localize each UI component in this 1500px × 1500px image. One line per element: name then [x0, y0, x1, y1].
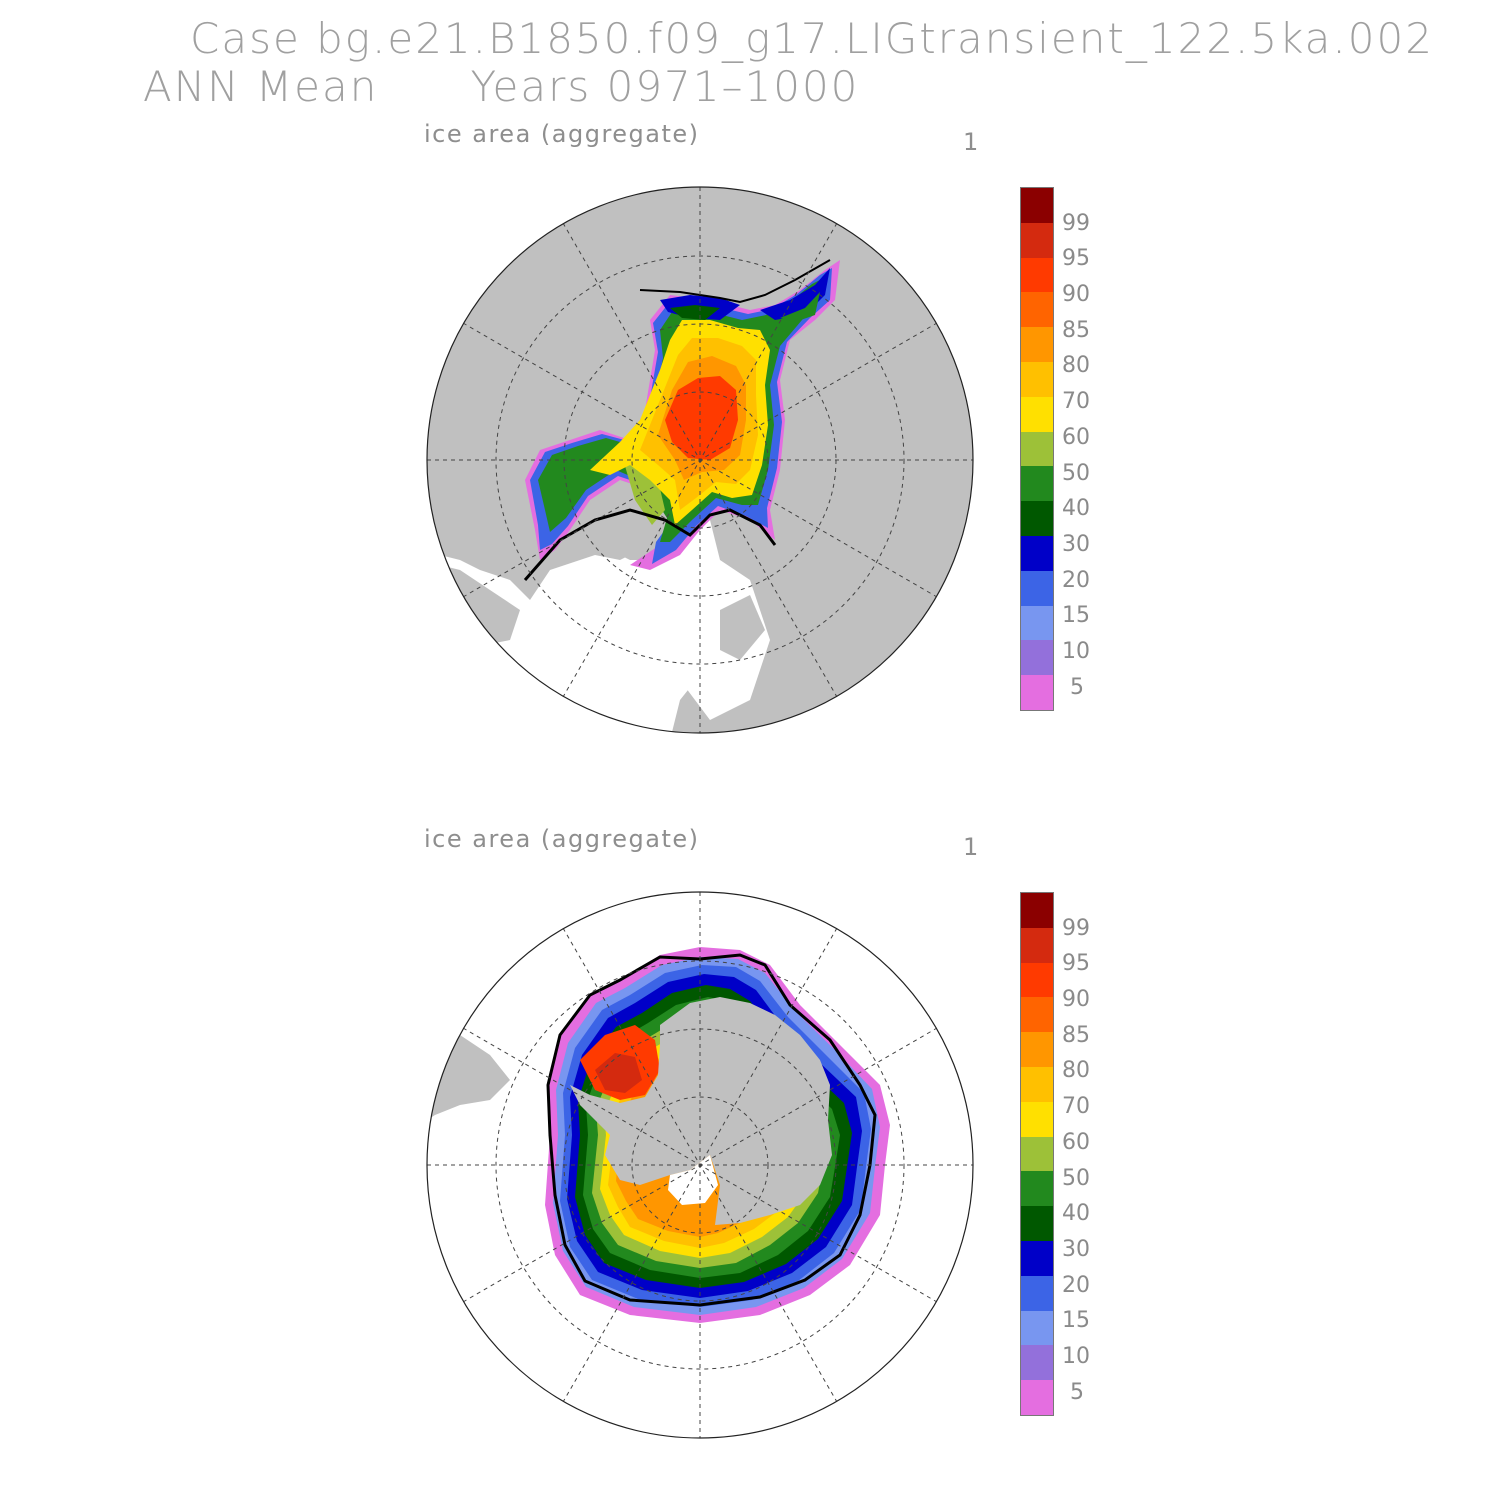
colorbar-swatch — [1021, 1310, 1053, 1346]
colorbar-label: 10 — [1062, 1344, 1090, 1369]
colorbar-swatch — [1021, 431, 1053, 467]
colorbar-swatch — [1021, 893, 1053, 928]
colorbar-swatch — [1021, 327, 1053, 362]
south-panel-number: 1 — [963, 833, 979, 861]
colorbar-swatch — [1021, 675, 1053, 710]
colorbar-swatch — [1021, 997, 1053, 1033]
colorbar-label: 90 — [1062, 282, 1090, 307]
antarctica — [570, 997, 832, 1225]
south-polar-map — [426, 891, 974, 1439]
colorbar-swatch — [1021, 361, 1053, 397]
colorbar-swatch — [1021, 1101, 1053, 1137]
colorbar-label: 50 — [1062, 1166, 1090, 1191]
colorbar-label: 99 — [1062, 211, 1090, 236]
colorbar-swatch — [1021, 605, 1053, 641]
colorbar-swatch — [1021, 1171, 1053, 1207]
colorbar-swatch — [1021, 501, 1053, 536]
colorbar-swatch — [1021, 640, 1053, 676]
colorbar-swatch — [1021, 962, 1053, 998]
colorbar-label: 15 — [1062, 603, 1090, 628]
colorbar-swatch — [1021, 1345, 1053, 1381]
colorbar-swatch — [1021, 257, 1053, 293]
colorbar-swatch — [1021, 1136, 1053, 1172]
colorbar-label: 20 — [1062, 1273, 1090, 1298]
colorbar-swatch — [1021, 1206, 1053, 1241]
colorbar-label: 80 — [1062, 1058, 1090, 1083]
colorbar-label: 85 — [1062, 318, 1090, 343]
colorbar-label: 70 — [1062, 389, 1090, 414]
south-panel-title: ice area (aggregate) — [424, 825, 700, 853]
colorbar-label: 95 — [1062, 246, 1090, 271]
colorbar-label: 99 — [1062, 916, 1090, 941]
colorbar-label: 50 — [1062, 461, 1090, 486]
case-title: Case bg.e21.B1850.f09_g17.LIGtransient_1… — [190, 14, 1434, 63]
colorbar-swatch — [1021, 292, 1053, 328]
colorbar-swatch — [1021, 1032, 1053, 1067]
colorbar-label: 20 — [1062, 568, 1090, 593]
colorbar-swatch — [1021, 1240, 1053, 1276]
colorbar-label: 30 — [1062, 532, 1090, 557]
colorbar-swatch — [1021, 1275, 1053, 1311]
colorbar-swatch — [1021, 927, 1053, 963]
colorbar-swatch — [1021, 570, 1053, 606]
colorbar-label: 95 — [1062, 951, 1090, 976]
colorbar-swatch — [1021, 188, 1053, 223]
colorbar-label: 5 — [1070, 675, 1084, 700]
colorbar-label: 30 — [1062, 1237, 1090, 1262]
colorbar-swatch — [1021, 466, 1053, 502]
colorbar-label: 70 — [1062, 1094, 1090, 1119]
colorbar-label: 10 — [1062, 639, 1090, 664]
colorbar-label: 40 — [1062, 1201, 1090, 1226]
colorbar-label: 60 — [1062, 1130, 1090, 1155]
north-colorbar — [1020, 187, 1054, 711]
colorbar-label: 60 — [1062, 425, 1090, 450]
colorbar-swatch — [1021, 396, 1053, 432]
colorbar-label: 15 — [1062, 1308, 1090, 1333]
colorbar-swatch — [1021, 535, 1053, 571]
north-panel-number: 1 — [963, 128, 979, 156]
colorbar-label: 90 — [1062, 987, 1090, 1012]
colorbar-label: 85 — [1062, 1023, 1090, 1048]
colorbar-label: 40 — [1062, 496, 1090, 521]
north-polar-map — [426, 186, 974, 734]
colorbar-swatch — [1021, 222, 1053, 258]
colorbar-label: 5 — [1070, 1380, 1084, 1405]
period-title: ANN Mean Years 0971–1000 — [143, 62, 860, 111]
colorbar-label: 80 — [1062, 353, 1090, 378]
colorbar-swatch — [1021, 1380, 1053, 1415]
colorbar-swatch — [1021, 1066, 1053, 1102]
south-colorbar — [1020, 892, 1054, 1416]
north-panel-title: ice area (aggregate) — [424, 120, 700, 148]
